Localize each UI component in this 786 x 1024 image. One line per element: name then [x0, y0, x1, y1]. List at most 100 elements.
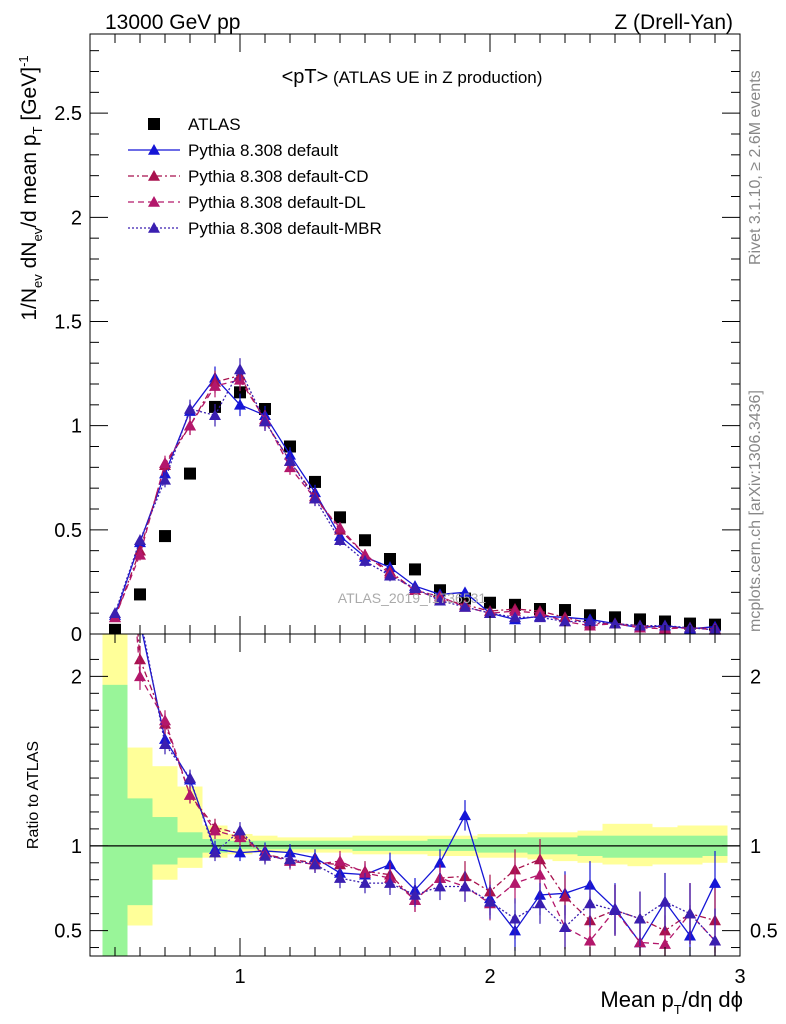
- main-y-tick-label: 2.5: [54, 103, 82, 125]
- series-point: [434, 594, 446, 606]
- ratio-point: [384, 877, 396, 888]
- ratio-point: [609, 904, 621, 916]
- series-point: [459, 600, 471, 612]
- series-point: [184, 419, 196, 431]
- series-point: [534, 611, 546, 623]
- series-point: [334, 521, 346, 533]
- ratio-point: [109, 331, 121, 342]
- green-band-bin: [127, 798, 153, 906]
- x-tick-label: 1: [234, 966, 245, 988]
- series-point: [559, 615, 571, 627]
- ratio-point: [184, 789, 196, 800]
- plot-title: <pT> (ATLAS UE in Z production): [282, 66, 543, 88]
- ratio-point: [534, 897, 546, 909]
- ratio-point: [109, 196, 121, 207]
- atlas-data-point: [634, 613, 646, 626]
- atlas-data-point: [559, 604, 571, 617]
- series-point: [509, 605, 521, 616]
- ratio-point: [434, 880, 446, 892]
- series-point: [109, 607, 121, 618]
- xlabel-sub-a: T: [674, 1002, 682, 1017]
- series-point: [284, 455, 296, 466]
- ratio-plot-panel: 0.5 0.5 1 1 2 2 1 2 3 Ratio to ATLAS Mean pT/dη …: [25, 196, 778, 1017]
- green-band-bin: [502, 837, 528, 853]
- ylabel-part-d: [GeV]: [18, 67, 41, 127]
- ratio-y-tick-label-right: 1: [750, 836, 761, 858]
- green-band-bin: [427, 839, 453, 851]
- series-point: [359, 555, 371, 566]
- ratio-axis-ticks: 0.5 0.5 1 1 2 2 1 2 3: [54, 634, 778, 988]
- ylabel-sup-d: -1: [16, 55, 31, 67]
- series-point: [384, 569, 396, 581]
- green-band-bin: [152, 817, 178, 865]
- main-y-tick-label: 1.5: [54, 312, 82, 334]
- legend-label: Pythia 8.308 default-MBR: [188, 219, 382, 238]
- atlas-data-point: [384, 553, 396, 565]
- legend-marker: [148, 196, 160, 207]
- ratio-y-tick-label-right: 2: [750, 666, 761, 688]
- ratio-point: [659, 938, 671, 949]
- ratio-point: [534, 868, 546, 880]
- ratio-y-tick-label: 1: [71, 836, 82, 858]
- legend-marker: [148, 144, 160, 155]
- ratio-point: [334, 855, 346, 866]
- ratio-point: [184, 772, 196, 783]
- ratio-point: [209, 846, 221, 858]
- xlabel-part-a: Mean p: [600, 987, 673, 1012]
- ratio-point: [234, 846, 246, 858]
- ratio-series-pythia-8-308-default-dl: [109, 331, 721, 956]
- ratio-y-tick-label: 2: [71, 666, 82, 688]
- ratio-point: [109, 331, 121, 342]
- green-band-bin: [627, 835, 653, 858]
- series-point: [159, 457, 171, 468]
- ratio-point: [459, 880, 471, 892]
- series-point: [359, 548, 371, 560]
- ratio-y-tick-label-right: 0.5: [750, 921, 778, 943]
- ratio-point: [434, 856, 446, 868]
- legend-item-pythia-8-308-default: Pythia 8.308 default: [128, 141, 339, 160]
- green-band-bin: [452, 839, 478, 851]
- ylabel-part-c: /d mean p: [18, 134, 41, 227]
- legend-label: ATLAS: [188, 115, 241, 134]
- legend-item-atlas: ATLAS: [148, 115, 241, 134]
- atlas-data-point: [409, 563, 421, 576]
- header-left: 13000 GeV pp: [105, 11, 240, 34]
- plot-title-main: <pT>: [282, 66, 329, 88]
- legend-item-pythia-8-308-default-mbr: Pythia 8.308 default-MBR: [128, 219, 382, 238]
- series-point: [309, 492, 321, 504]
- green-band-bin: [102, 684, 128, 956]
- ratio-point: [559, 890, 571, 902]
- series-point: [234, 363, 246, 375]
- series-point: [134, 534, 146, 546]
- atlas-data-point: [334, 511, 346, 524]
- green-band-bin: [652, 835, 678, 858]
- ratio-point: [109, 247, 121, 258]
- green-band-bin: [477, 837, 503, 853]
- rivet-label: Rivet 3.1.10, ≥ 2.6M events: [747, 70, 764, 265]
- series-point: [209, 380, 221, 391]
- atlas-data-point: [134, 588, 146, 601]
- ratio-series-pythia-8-308-default-mbr: [109, 196, 721, 956]
- ratio-point: [459, 809, 471, 821]
- ratio-y-axis-label: Ratio to ATLAS: [25, 741, 42, 849]
- ratio-point: [309, 858, 321, 870]
- ylabel-part-a: 1/N: [18, 288, 41, 321]
- main-y-axis-label: 1/Nev dNev/d mean pT [GeV]-1: [16, 55, 45, 320]
- ratio-point: [559, 921, 571, 932]
- legend-label: Pythia 8.308 default-CD: [188, 167, 369, 186]
- green-band-bin: [177, 832, 203, 858]
- ratio-point: [134, 609, 146, 620]
- x-tick-label: 2: [484, 966, 495, 988]
- x-tick-label: 3: [734, 966, 745, 988]
- atlas-data-point: [609, 611, 621, 624]
- main-y-tick-label: 1: [71, 416, 82, 438]
- watermark: ATLAS_2019_I1736531: [338, 590, 487, 606]
- legend-marker: [148, 118, 160, 130]
- atlas-data-point: [484, 596, 496, 609]
- green-band-bin: [602, 835, 628, 858]
- ratio-point: [409, 888, 421, 900]
- green-band-bin: [302, 840, 328, 850]
- series-point: [234, 398, 246, 410]
- series-point: [609, 617, 621, 629]
